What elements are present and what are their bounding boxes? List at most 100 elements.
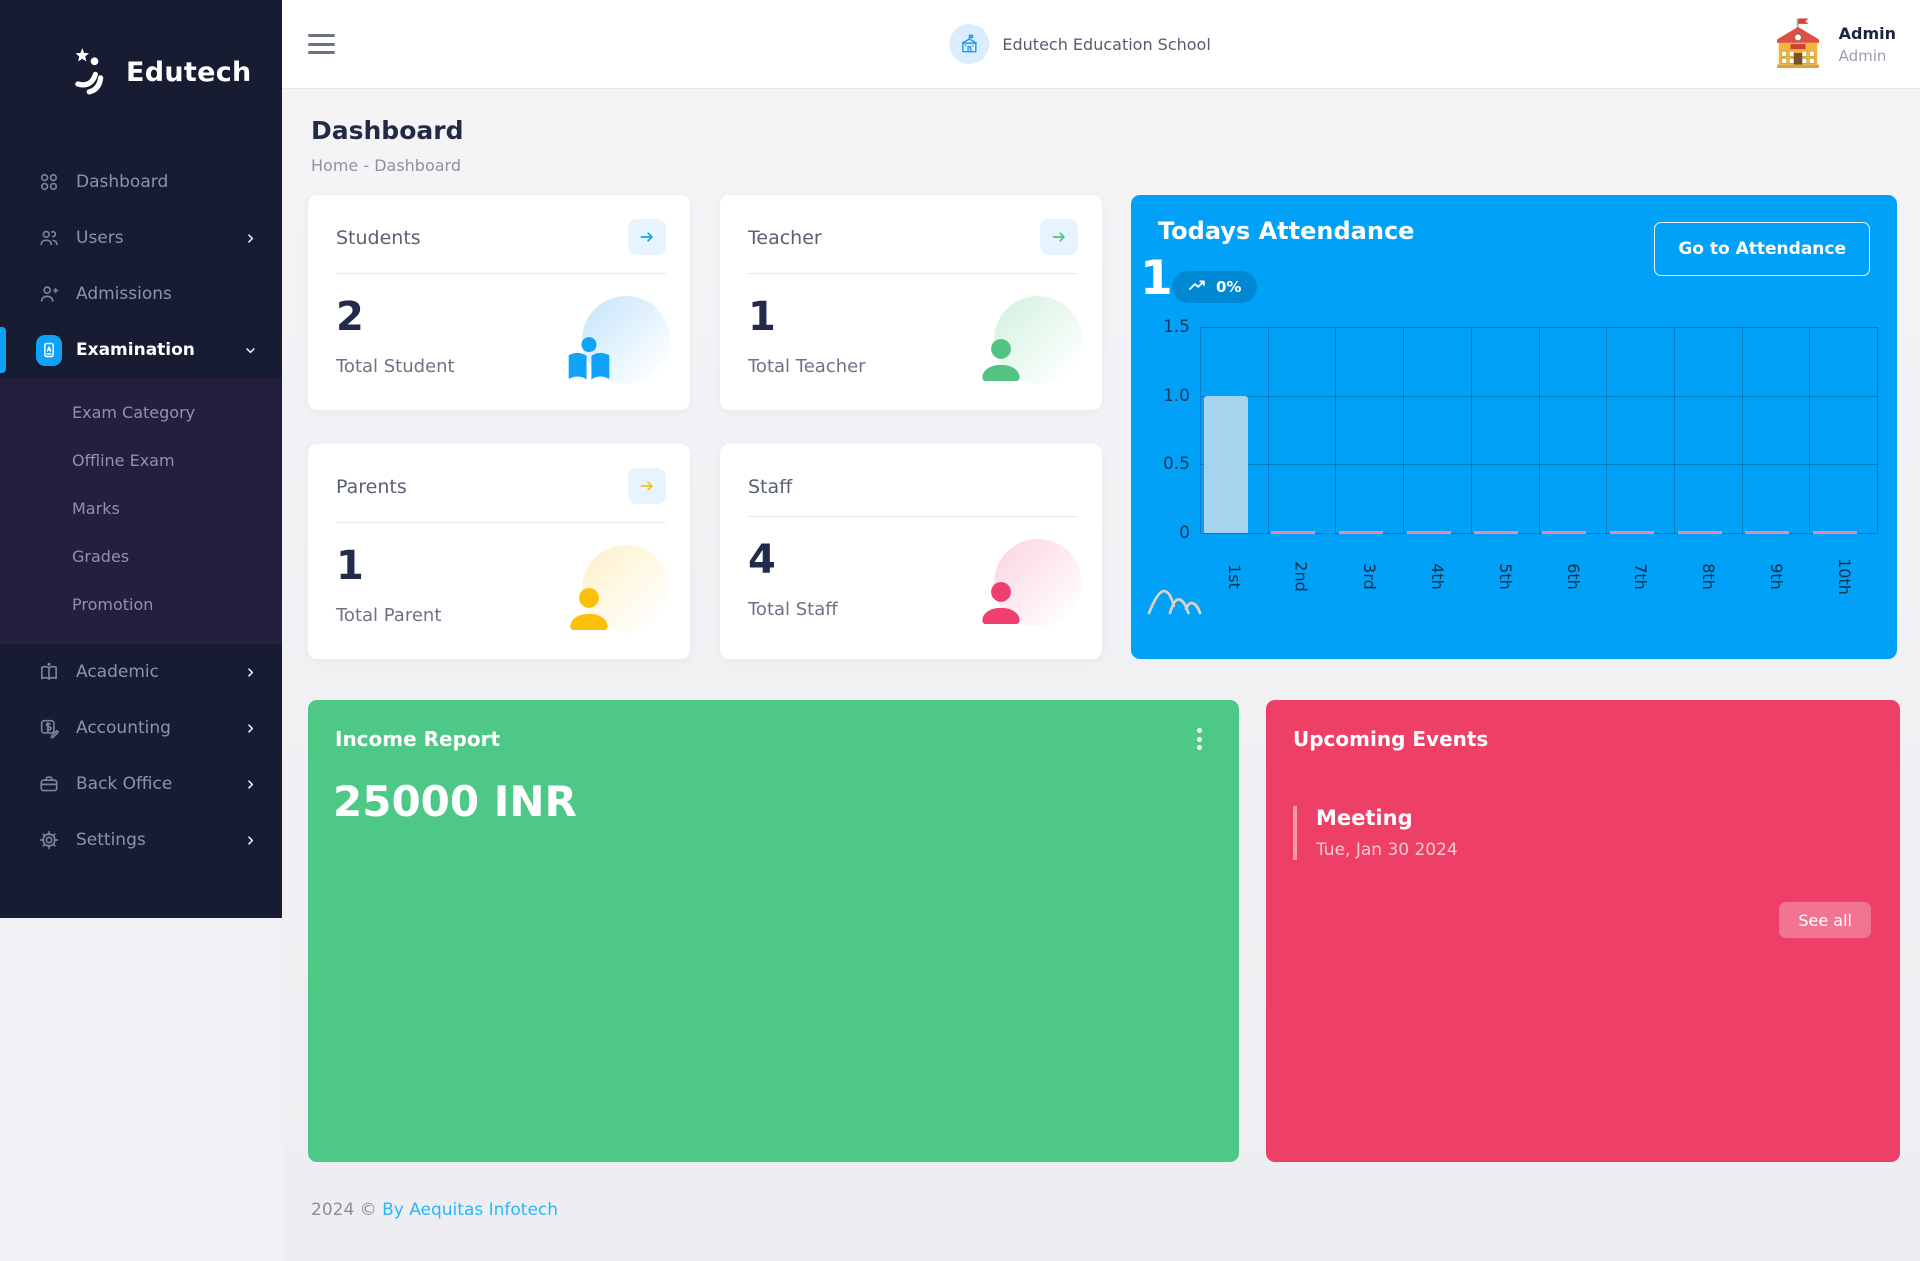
income-title: Income Report	[335, 727, 501, 751]
stat-card-title: Students	[336, 227, 421, 249]
submenu-item-marks[interactable]: Marks	[72, 498, 120, 518]
chart-column	[1472, 327, 1540, 534]
income-report-card: Income Report 25000 INR	[308, 700, 1239, 1162]
sidebar-item-academic[interactable]: Academic	[0, 644, 282, 700]
x-axis-label: 4th	[1427, 562, 1447, 590]
sidebar-panel: Edutech Dashboard Users Admissions Examinat…	[0, 0, 282, 918]
x-axis-label: 5th	[1495, 562, 1515, 590]
chevron-right-icon	[243, 665, 258, 680]
zero-value-marker	[1542, 531, 1587, 534]
stat-card-teacher: Teacher 1 Total Teacher	[720, 195, 1102, 410]
users-icon	[36, 225, 62, 251]
sidebar-item-label: Users	[76, 228, 124, 248]
x-axis-label: 8th	[1698, 562, 1718, 590]
stat-value: 1	[336, 543, 364, 589]
sidebar-item-examination[interactable]: Examination	[0, 322, 282, 378]
chart-column	[1810, 327, 1879, 534]
chart-column	[1607, 327, 1675, 534]
trend-value: 0%	[1216, 278, 1242, 296]
breadcrumb[interactable]: Home - Dashboard	[311, 156, 461, 175]
submenu-examination: Exam Category Offline Exam Marks Grades Prom…	[0, 378, 282, 644]
school-name: Edutech Education School	[1002, 34, 1211, 54]
topbar: Edutech Education School	[282, 0, 1920, 88]
chevron-right-icon	[243, 777, 258, 792]
sidebar-item-back-office[interactable]: Back Office	[0, 756, 282, 812]
footer-text: 2024 ©	[311, 1200, 383, 1220]
sidebar-item-label: Settings	[76, 830, 146, 850]
academic-icon	[36, 659, 62, 685]
grid-icon	[36, 169, 62, 195]
footer: 2024 © By Aequitas Infotech	[311, 1200, 558, 1220]
y-axis-tick: 0.5	[1162, 454, 1190, 475]
submenu-item-exam-category[interactable]: Exam Category	[72, 402, 196, 422]
sidebar-menu: Dashboard Users Admissions Examination Exam …	[0, 154, 282, 868]
stats-grid: Students 2 Total Student Teacher 1 Total Teac…	[308, 195, 1102, 659]
school-chip[interactable]: Edutech Education School	[949, 24, 1211, 64]
submenu-item-grades[interactable]: Grades	[72, 546, 130, 566]
person-icon	[972, 296, 1082, 396]
school-icon	[949, 24, 990, 64]
zero-value-marker	[1339, 531, 1384, 534]
zero-value-marker	[1406, 531, 1451, 534]
attendance-x-axis-labels: 1st 2nd 3rd 4th 5th 6th 7th 8th 9th 10th	[1200, 533, 1878, 619]
arrow-right-icon[interactable]	[1040, 219, 1078, 255]
profile-menu[interactable]: Admin Admin	[1771, 16, 1896, 72]
sidebar-item-label: Admissions	[76, 284, 172, 304]
sidebar-item-users[interactable]: Users	[0, 210, 282, 266]
person-icon	[560, 545, 670, 645]
mountains-icon	[1147, 587, 1213, 619]
book-reader-icon	[560, 296, 670, 396]
stat-card-parents: Parents 1 Total Parent	[308, 444, 690, 659]
briefcase-icon	[36, 771, 62, 797]
person-add-icon	[36, 281, 62, 307]
chart-column	[1201, 327, 1269, 533]
submenu-item-offline-exam[interactable]: Offline Exam	[72, 450, 175, 470]
zero-value-marker	[1812, 531, 1857, 534]
x-axis-label: 2nd	[1292, 560, 1312, 592]
sidebar-item-label: Accounting	[76, 718, 171, 738]
chart-column	[1269, 327, 1337, 534]
see-all-button[interactable]: See all	[1779, 902, 1871, 938]
zero-value-marker	[1271, 531, 1316, 534]
chart-column	[1336, 327, 1405, 534]
stat-card-title: Parents	[336, 476, 407, 498]
stat-label: Total Teacher	[748, 356, 866, 377]
income-amount: 25000 INR	[333, 777, 577, 826]
accounting-icon	[36, 715, 62, 741]
submenu-item-promotion[interactable]: Promotion	[72, 594, 154, 614]
sidebar-item-label: Academic	[76, 662, 159, 682]
kebab-menu-icon[interactable]	[1187, 724, 1211, 754]
chevron-right-icon	[243, 231, 258, 246]
brand[interactable]: Edutech	[0, 0, 282, 100]
hamburger-menu-icon[interactable]	[308, 34, 335, 54]
brand-name: Edutech	[126, 56, 252, 88]
person-icon	[972, 539, 1082, 639]
sidebar-item-label: Dashboard	[76, 172, 169, 192]
y-axis-tick: 1.5	[1162, 317, 1190, 337]
sidebar: Edutech Dashboard Users Admissions Examinat…	[0, 0, 282, 1261]
go-to-attendance-button[interactable]: Go to Attendance	[1654, 222, 1870, 276]
gear-icon	[36, 827, 62, 853]
stat-label: Total Staff	[748, 599, 838, 620]
stat-value: 2	[336, 294, 364, 340]
sidebar-item-admissions[interactable]: Admissions	[0, 266, 282, 322]
sidebar-item-dashboard[interactable]: Dashboard	[0, 154, 282, 210]
main-content: Dashboard Home - Dashboard Students 2 Tota…	[282, 88, 1920, 1261]
arrow-right-icon[interactable]	[628, 468, 666, 504]
chart-column	[1540, 327, 1608, 534]
exam-badge-icon	[36, 334, 62, 366]
sidebar-item-settings[interactable]: Settings	[0, 812, 282, 868]
chart-column	[1743, 327, 1811, 534]
attendance-title: Todays Attendance	[1158, 217, 1415, 245]
events-title: Upcoming Events	[1293, 727, 1489, 751]
zero-value-marker	[1609, 531, 1654, 534]
arrow-right-icon[interactable]	[628, 219, 666, 255]
profile-role: Admin	[1838, 46, 1887, 65]
x-axis-label: 10th	[1834, 557, 1854, 595]
footer-link[interactable]: By Aequitas Infotech	[382, 1200, 559, 1220]
chevron-right-icon	[243, 833, 258, 848]
stat-label: Total Parent	[336, 605, 442, 626]
edutech-logo-icon	[70, 44, 112, 100]
sidebar-item-accounting[interactable]: Accounting	[0, 700, 282, 756]
